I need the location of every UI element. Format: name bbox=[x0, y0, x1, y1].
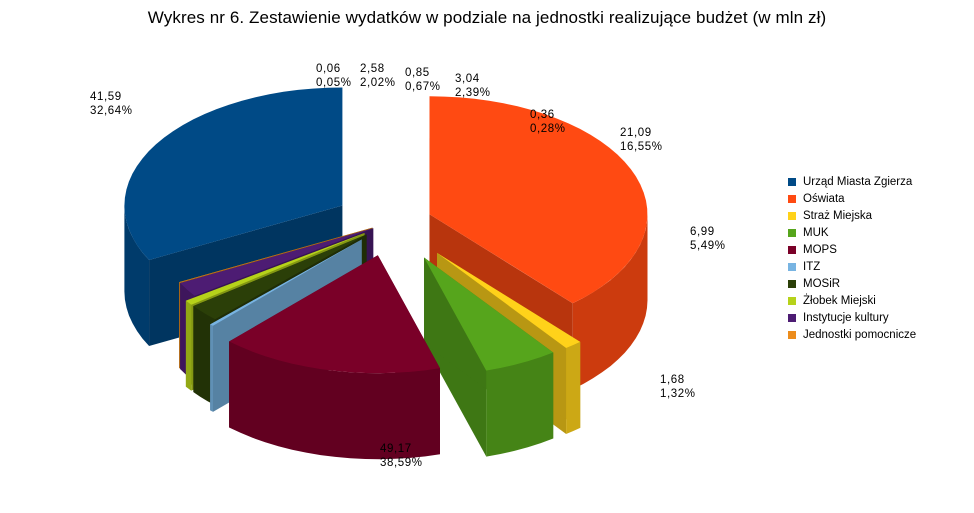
data-label-percent: 2,39% bbox=[455, 87, 491, 99]
legend-label: MOPS bbox=[803, 243, 837, 256]
data-label-value: 0,06 bbox=[316, 63, 341, 75]
pie-slice bbox=[424, 257, 554, 457]
slice-outer-wall bbox=[124, 205, 150, 346]
data-label-percent: 5,49% bbox=[690, 240, 726, 252]
slice-top bbox=[185, 233, 365, 305]
legend: Urząd Miasta Zgierza Oświata Straż Miejs… bbox=[788, 173, 916, 343]
legend-swatch bbox=[788, 245, 796, 254]
slice-top bbox=[124, 87, 343, 260]
legend-swatch bbox=[788, 313, 796, 322]
data-label-percent: 1,32% bbox=[660, 388, 696, 400]
data-label-percent: 0,67% bbox=[405, 81, 441, 93]
legend-item: MOPS bbox=[788, 241, 916, 258]
data-label-percent: 16,55% bbox=[620, 141, 663, 153]
data-label-percent: 38,59% bbox=[380, 457, 423, 469]
legend-item: Jednostki pomocnicze bbox=[788, 326, 916, 343]
legend-item: Instytucje kultury bbox=[788, 309, 916, 326]
legend-label: Instytucje kultury bbox=[803, 311, 889, 324]
legend-item: ITZ bbox=[788, 258, 916, 275]
legend-label: Straż Miejska bbox=[803, 209, 873, 222]
chart-title: Wykres nr 6. Zestawienie wydatków w podz… bbox=[147, 8, 827, 27]
slice-top bbox=[179, 227, 373, 283]
slice-outer-wall bbox=[566, 341, 581, 434]
slice-outer-wall bbox=[229, 341, 440, 460]
data-label-value: 49,17 bbox=[380, 443, 412, 455]
legend-label: MUK bbox=[803, 226, 829, 239]
slice-top bbox=[229, 255, 440, 374]
slice-outer-wall bbox=[572, 214, 648, 390]
legend-swatch bbox=[788, 228, 796, 237]
legend-swatch bbox=[788, 279, 796, 288]
slice-top bbox=[180, 228, 374, 296]
data-label-value: 3,04 bbox=[455, 73, 480, 85]
legend-item: Oświata bbox=[788, 190, 916, 207]
slice-top bbox=[429, 96, 648, 304]
legend-label: ITZ bbox=[803, 260, 821, 273]
legend-swatch bbox=[788, 177, 796, 186]
legend-item: MUK bbox=[788, 224, 916, 241]
legend-swatch bbox=[788, 211, 796, 220]
data-label-percent: 2,02% bbox=[360, 77, 396, 89]
legend-swatch bbox=[788, 296, 796, 305]
slice-top bbox=[437, 252, 581, 348]
data-label-value: 0,85 bbox=[405, 67, 430, 79]
data-label-percent: 0,05% bbox=[316, 77, 352, 89]
slice-top bbox=[210, 239, 362, 326]
legend-swatch bbox=[788, 194, 796, 203]
legend-label: Urząd Miasta Zgierza bbox=[803, 175, 913, 188]
legend-item: Straż Miejska bbox=[788, 207, 916, 224]
legend-label: Oświata bbox=[803, 192, 845, 205]
data-label-value: 41,59 bbox=[90, 91, 122, 103]
legend-item: Żłobek Miejski bbox=[788, 292, 916, 309]
slice-outer-wall bbox=[193, 306, 216, 406]
data-label-value: 6,99 bbox=[690, 226, 715, 238]
data-label-percent: 32,64% bbox=[90, 105, 133, 117]
slice-outer-wall bbox=[210, 324, 213, 412]
slice-outer-wall bbox=[486, 352, 554, 457]
data-label-value: 2,58 bbox=[360, 63, 385, 75]
slice-top bbox=[424, 257, 554, 371]
pie-slice bbox=[229, 255, 440, 460]
data-label-value: 0,36 bbox=[530, 109, 555, 121]
legend-label: Żłobek Miejski bbox=[803, 294, 876, 307]
slice-top bbox=[193, 234, 367, 320]
data-label-value: 1,68 bbox=[660, 374, 685, 386]
legend-label: MOSiR bbox=[803, 277, 841, 290]
data-label-percent: 0,28% bbox=[530, 123, 566, 135]
legend-item: MOSiR bbox=[788, 275, 916, 292]
legend-item: Urząd Miasta Zgierza bbox=[788, 173, 916, 190]
legend-swatch bbox=[788, 262, 796, 271]
legend-swatch bbox=[788, 330, 796, 339]
data-label-value: 21,09 bbox=[620, 127, 652, 139]
legend-label: Jednostki pomocnicze bbox=[803, 328, 917, 341]
slice-outer-wall bbox=[185, 300, 192, 391]
